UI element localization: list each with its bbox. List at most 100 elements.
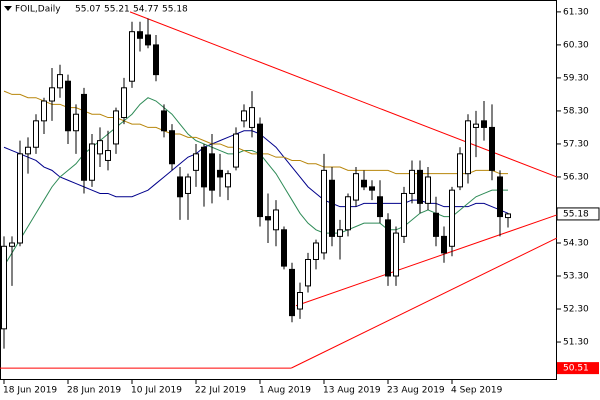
- y-tick-label: 57.30: [563, 139, 589, 149]
- candle-body: [225, 173, 231, 188]
- symbol-icon: [4, 6, 12, 11]
- candle-body: [129, 31, 135, 82]
- symbol-label: FOIL,Daily: [15, 5, 61, 15]
- candle-body: [273, 209, 279, 231]
- ohlc-high: 55.21: [104, 5, 130, 15]
- candle-body: [417, 169, 423, 204]
- candle-body: [281, 229, 287, 267]
- candle-body: [73, 113, 79, 132]
- candle-body: [97, 140, 103, 155]
- candle-body: [329, 179, 335, 237]
- y-tick-label: 61.30: [563, 7, 589, 17]
- candle-body: [385, 219, 391, 277]
- candle-body: [121, 87, 127, 119]
- candle-body: [169, 130, 175, 165]
- candle-body: [297, 292, 303, 310]
- candle-body: [65, 80, 71, 132]
- candle-body: [321, 169, 327, 254]
- y-tick-label: 54.30: [563, 238, 589, 248]
- plot-area: [0, 11, 558, 369]
- x-tick-label: 18 Jun 2019: [3, 386, 57, 396]
- candle-body: [81, 93, 87, 181]
- candle-body: [25, 146, 31, 155]
- candle-body: [201, 146, 207, 188]
- axes: 61.30 60.30 59.30 58.30 57.30 56.30 54.30 53.30…: [3, 7, 600, 396]
- candle-body: [305, 258, 311, 287]
- candle-body: [361, 179, 367, 188]
- candle-body: [449, 189, 455, 247]
- candle-body: [33, 120, 39, 148]
- candle-body: [257, 123, 263, 218]
- candle-body: [161, 110, 167, 132]
- candle-body: [465, 120, 471, 175]
- candle-body: [1, 245, 7, 330]
- trendline: [295, 214, 557, 307]
- trendline: [129, 11, 557, 178]
- candle-body: [233, 133, 239, 168]
- candle-body: [289, 268, 295, 317]
- candle-body: [241, 110, 247, 122]
- level-tag-label: 50.51: [563, 364, 589, 374]
- candle-body: [337, 229, 343, 237]
- level-tag: [557, 362, 599, 375]
- candle-body: [17, 153, 23, 244]
- price-tag-label: 55.18: [563, 209, 589, 219]
- plot-frame: [0, 0, 557, 380]
- candle-body: [145, 34, 151, 46]
- x-tick-label: 13 Aug 2019: [323, 386, 381, 396]
- candle-body: [57, 74, 63, 89]
- candle-body: [41, 100, 47, 122]
- candle-body: [473, 123, 479, 128]
- y-tick-label: 59.30: [563, 73, 589, 83]
- y-tick-label: 56.30: [563, 172, 589, 182]
- moving-average: [3, 90, 508, 175]
- candle-body: [193, 153, 199, 171]
- candle-body: [217, 169, 223, 178]
- ohlc-open: 55.07: [75, 5, 101, 15]
- candle-body: [49, 87, 55, 102]
- candle-body: [185, 176, 191, 194]
- x-tick-label: 1 Aug 2019: [259, 386, 311, 396]
- candle-body: [441, 235, 447, 254]
- candle-body: [177, 176, 183, 198]
- x-tick-label: 23 Aug 2019: [387, 386, 445, 396]
- candle-body: [505, 213, 511, 219]
- ohlc-close: 55.18: [162, 5, 188, 15]
- y-tick-label: 53.30: [563, 272, 589, 282]
- moving-average: [3, 97, 508, 267]
- x-tick-label: 28 Jun 2019: [67, 386, 121, 396]
- candle-body: [377, 196, 383, 218]
- candle-body: [105, 150, 111, 161]
- candle-body: [497, 176, 503, 218]
- candle-body: [369, 186, 375, 191]
- candle-body: [113, 110, 119, 145]
- candle-body: [313, 242, 319, 260]
- moving-average: [3, 130, 509, 214]
- candle-body: [89, 143, 95, 181]
- price-tag: [556, 207, 600, 221]
- candle-body: [249, 107, 255, 128]
- candle-body: [265, 216, 271, 221]
- candle-body: [409, 169, 415, 194]
- y-tick-label: 60.30: [563, 40, 589, 50]
- x-tick-label: 4 Sep 2019: [451, 386, 503, 396]
- x-tick-label: 10 Jul 2019: [131, 386, 182, 396]
- y-tick-label: 51.30: [563, 338, 589, 348]
- candle-body: [153, 44, 159, 76]
- candle-body: [401, 192, 407, 237]
- candle-body: [433, 212, 439, 237]
- y-tick-label: 58.30: [563, 106, 589, 116]
- y-tick-label: 52.30: [563, 305, 589, 315]
- candle-body: [393, 232, 399, 277]
- ohlc-low: 54.77: [133, 5, 159, 15]
- candle-body: [9, 242, 15, 247]
- candle-body: [209, 153, 215, 191]
- trendline: [290, 237, 558, 369]
- candle-body: [489, 126, 495, 171]
- candle-body: [481, 120, 487, 128]
- candle-body: [353, 173, 359, 201]
- candle-body: [425, 176, 431, 204]
- x-tick-label: 22 Jul 2019: [195, 386, 246, 396]
- candle-body: [137, 31, 143, 39]
